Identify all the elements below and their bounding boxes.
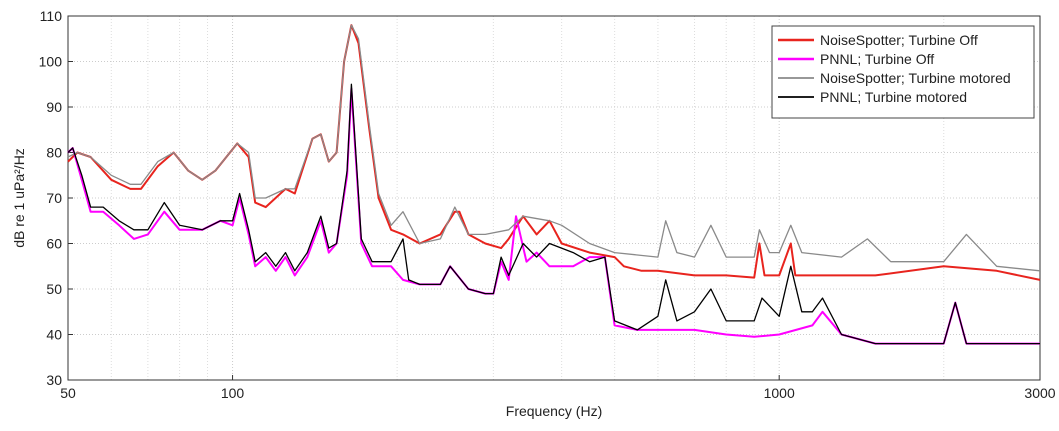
legend-label: PNNL; Turbine motored xyxy=(820,89,967,105)
y-tick-label: 110 xyxy=(40,8,63,24)
y-tick-label: 100 xyxy=(39,54,63,70)
legend-label: PNNL; Turbine Off xyxy=(820,51,934,67)
y-tick-label: 70 xyxy=(46,190,62,206)
legend-box xyxy=(771,25,1035,119)
y-tick-label: 50 xyxy=(46,281,62,297)
legend-label: NoiseSpotter; Turbine motored xyxy=(820,70,1011,86)
series-line xyxy=(67,83,1040,345)
series-line xyxy=(67,24,1041,272)
x-tick-label: 1000 xyxy=(764,385,795,401)
y-tick-label: 90 xyxy=(46,99,62,115)
x-axis-label: Frequency (Hz) xyxy=(506,403,602,419)
y-tick-label: 40 xyxy=(46,327,62,343)
x-tick-label: 3000 xyxy=(1024,385,1055,401)
y-tick-label: 30 xyxy=(46,372,62,388)
x-tick-label: 100 xyxy=(221,385,245,401)
legend-label: NoiseSpotter; Turbine Off xyxy=(820,32,978,48)
x-tick-label: 50 xyxy=(60,385,76,401)
plot-frame xyxy=(67,15,1041,381)
y-tick-label: 60 xyxy=(46,236,62,252)
series-line xyxy=(67,87,1040,345)
y-axis-label: dB re 1 uPa²/Hz xyxy=(11,148,27,248)
y-tick-label: 80 xyxy=(46,145,62,161)
